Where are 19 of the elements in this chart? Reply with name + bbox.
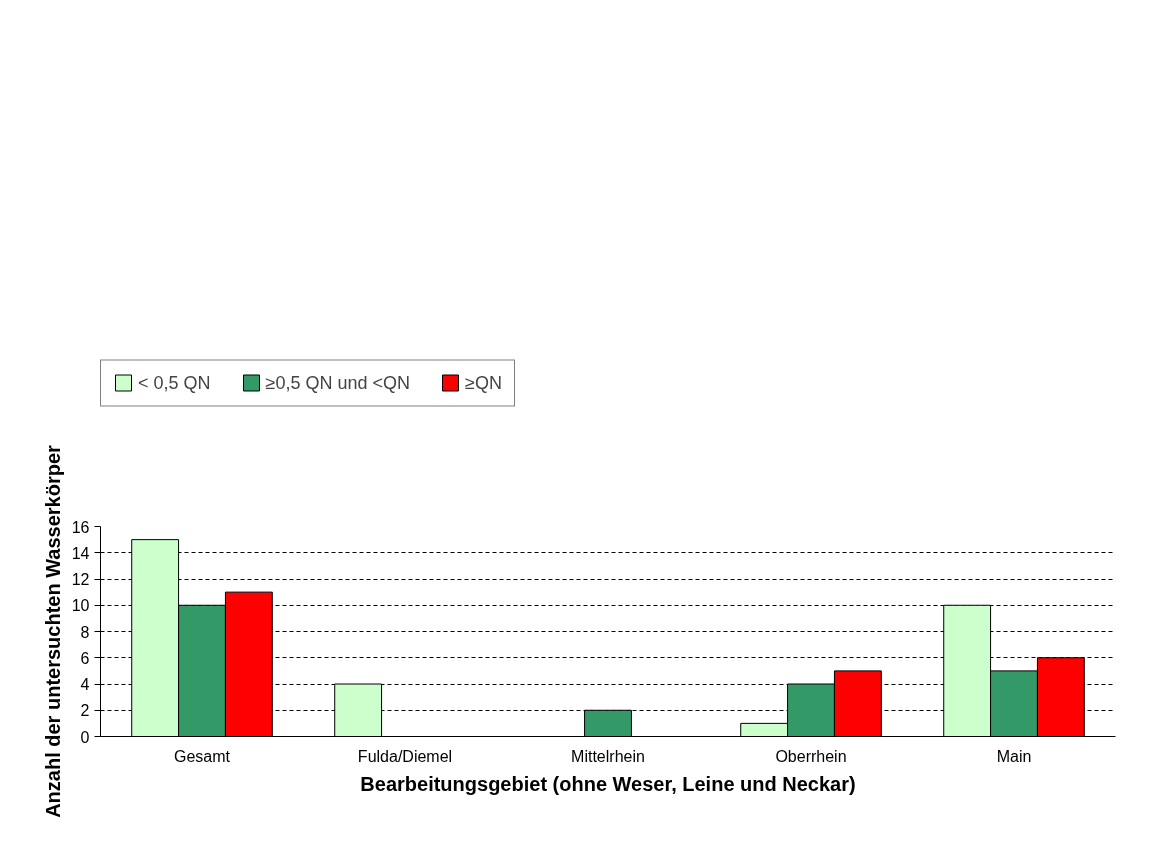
- x-tick-label: Oberrhein: [775, 747, 847, 765]
- x-tick-label: Fulda/Diemel: [357, 747, 453, 765]
- y-tick-label: 10: [71, 597, 90, 615]
- y-axis-title: Anzahl der untersuchten Wasserkörper: [41, 444, 64, 818]
- x-tick-label: Gesamt: [173, 747, 231, 765]
- legend-label: ≥0,5 QN und <QN: [265, 372, 410, 394]
- x-tick-label: Mittelrhein: [571, 747, 645, 765]
- y-tick-label: 0: [80, 728, 90, 746]
- y-tick-label: 16: [71, 518, 90, 536]
- y-tick-label: 8: [80, 623, 90, 641]
- legend-label: ≥QN: [465, 372, 502, 394]
- y-tick-label: 4: [80, 676, 90, 693]
- y-tick-label: 2: [80, 702, 90, 720]
- y-tick-label: 14: [71, 544, 90, 562]
- x-axis-title: Bearbeitungsgebiet (ohne Weser, Leine und Neckar): [360, 772, 856, 795]
- legend-label: < 0,5 QN: [138, 372, 211, 394]
- y-tick-label: 6: [80, 649, 90, 667]
- y-tick-label: 12: [71, 571, 90, 588]
- x-tick-label: Main: [996, 747, 1032, 765]
